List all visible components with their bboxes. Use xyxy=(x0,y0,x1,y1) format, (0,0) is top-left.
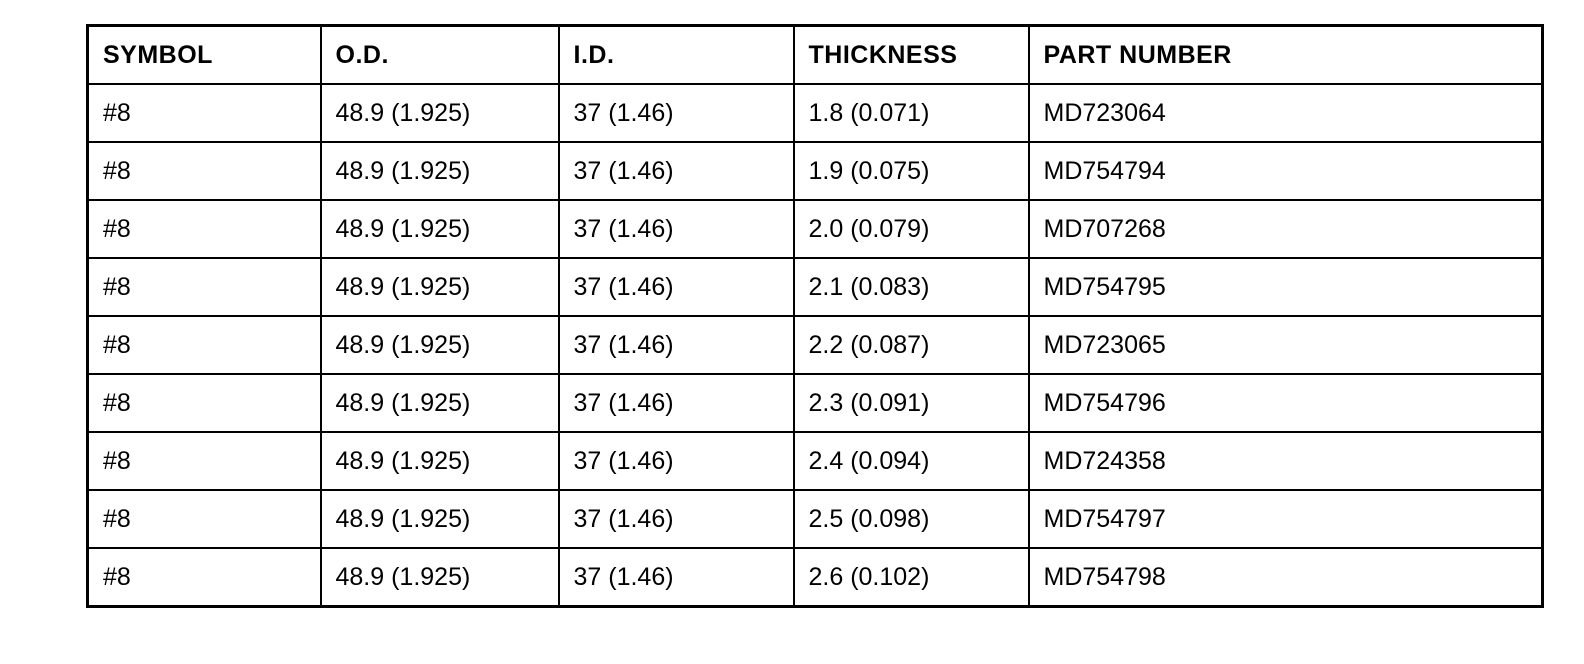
cell-thickness: 1.8 (0.071) xyxy=(792,83,1030,143)
cell-id: 37 (1.46) xyxy=(557,257,795,317)
cell-symbol: #8 xyxy=(86,431,322,491)
column-header-part-number: PART NUMBER xyxy=(1027,24,1544,85)
column-header-od: O.D. xyxy=(319,24,560,85)
cell-thickness: 1.9 (0.075) xyxy=(792,141,1030,201)
cell-symbol: #8 xyxy=(86,141,322,201)
cell-thickness: 2.2 (0.087) xyxy=(792,315,1030,375)
cell-thickness: 2.0 (0.079) xyxy=(792,199,1030,259)
cell-part-number: MD724358 xyxy=(1027,431,1544,491)
cell-id: 37 (1.46) xyxy=(557,547,795,608)
table-row: #8 48.9 (1.925) 37 (1.46) 2.2 (0.087) MD… xyxy=(86,315,1544,375)
cell-od: 48.9 (1.925) xyxy=(319,199,560,259)
table-row: #8 48.9 (1.925) 37 (1.46) 2.4 (0.094) MD… xyxy=(86,431,1544,491)
column-header-id: I.D. xyxy=(557,24,795,85)
cell-symbol: #8 xyxy=(86,257,322,317)
cell-part-number: MD754795 xyxy=(1027,257,1544,317)
cell-part-number: MD707268 xyxy=(1027,199,1544,259)
cell-symbol: #8 xyxy=(86,373,322,433)
cell-id: 37 (1.46) xyxy=(557,199,795,259)
table-row: #8 48.9 (1.925) 37 (1.46) 1.8 (0.071) MD… xyxy=(86,83,1544,143)
cell-od: 48.9 (1.925) xyxy=(319,373,560,433)
cell-thickness: 2.6 (0.102) xyxy=(792,547,1030,608)
table-row: #8 48.9 (1.925) 37 (1.46) 2.3 (0.091) MD… xyxy=(86,373,1544,433)
table-row: #8 48.9 (1.925) 37 (1.46) 2.0 (0.079) MD… xyxy=(86,199,1544,259)
table-row: #8 48.9 (1.925) 37 (1.46) 1.9 (0.075) MD… xyxy=(86,141,1544,201)
cell-id: 37 (1.46) xyxy=(557,373,795,433)
cell-id: 37 (1.46) xyxy=(557,141,795,201)
cell-part-number: MD754796 xyxy=(1027,373,1544,433)
cell-part-number: MD754794 xyxy=(1027,141,1544,201)
cell-od: 48.9 (1.925) xyxy=(319,489,560,549)
table-header-row: SYMBOL O.D. I.D. THICKNESS PART NUMBER xyxy=(86,24,1544,85)
cell-symbol: #8 xyxy=(86,199,322,259)
parts-table: SYMBOL O.D. I.D. THICKNESS PART NUMBER #… xyxy=(86,24,1544,608)
cell-part-number: MD754797 xyxy=(1027,489,1544,549)
cell-thickness: 2.5 (0.098) xyxy=(792,489,1030,549)
cell-od: 48.9 (1.925) xyxy=(319,83,560,143)
cell-symbol: #8 xyxy=(86,315,322,375)
table-row: #8 48.9 (1.925) 37 (1.46) 2.6 (0.102) MD… xyxy=(86,547,1544,608)
table-row: #8 48.9 (1.925) 37 (1.46) 2.5 (0.098) MD… xyxy=(86,489,1544,549)
cell-symbol: #8 xyxy=(86,489,322,549)
cell-id: 37 (1.46) xyxy=(557,489,795,549)
cell-od: 48.9 (1.925) xyxy=(319,547,560,608)
column-header-symbol: SYMBOL xyxy=(86,24,322,85)
cell-symbol: #8 xyxy=(86,547,322,608)
column-header-thickness: THICKNESS xyxy=(792,24,1030,85)
cell-id: 37 (1.46) xyxy=(557,431,795,491)
cell-od: 48.9 (1.925) xyxy=(319,141,560,201)
cell-id: 37 (1.46) xyxy=(557,315,795,375)
cell-thickness: 2.4 (0.094) xyxy=(792,431,1030,491)
cell-od: 48.9 (1.925) xyxy=(319,257,560,317)
cell-id: 37 (1.46) xyxy=(557,83,795,143)
cell-part-number: MD754798 xyxy=(1027,547,1544,608)
cell-part-number: MD723065 xyxy=(1027,315,1544,375)
cell-thickness: 2.1 (0.083) xyxy=(792,257,1030,317)
cell-thickness: 2.3 (0.091) xyxy=(792,373,1030,433)
cell-symbol: #8 xyxy=(86,83,322,143)
cell-part-number: MD723064 xyxy=(1027,83,1544,143)
cell-od: 48.9 (1.925) xyxy=(319,315,560,375)
table-row: #8 48.9 (1.925) 37 (1.46) 2.1 (0.083) MD… xyxy=(86,257,1544,317)
cell-od: 48.9 (1.925) xyxy=(319,431,560,491)
